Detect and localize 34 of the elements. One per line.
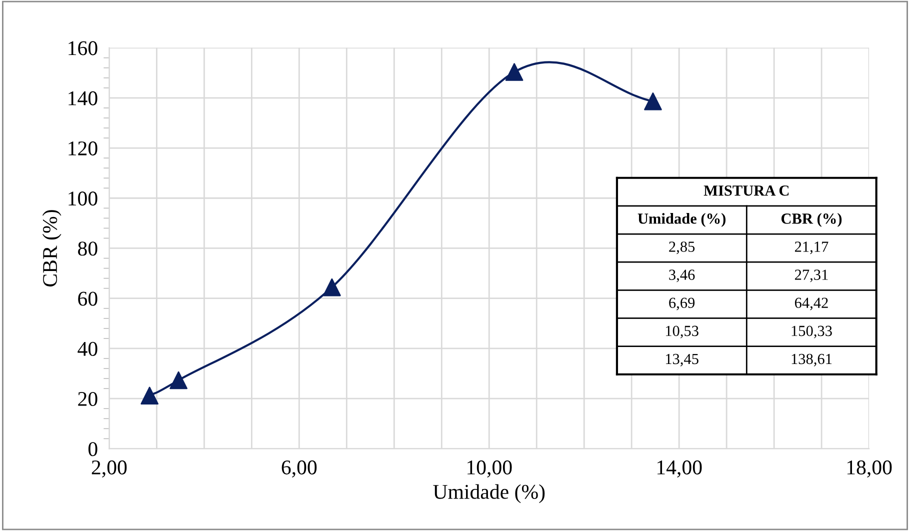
annotation: 150,33 xyxy=(792,326,832,338)
x-tick-label: 6,00 xyxy=(282,460,317,478)
point xyxy=(140,386,158,405)
y-tick-label: 60 xyxy=(78,292,98,306)
annotation: 2,85 xyxy=(669,242,695,254)
annotation: 10,53 xyxy=(666,326,698,338)
y-tick-label: 0 xyxy=(88,442,98,456)
y-tick-label: 160 xyxy=(68,41,98,56)
y-tick-label: 140 xyxy=(68,91,98,106)
x-tick-label: 2,00 xyxy=(92,460,127,478)
annotation: 27,31 xyxy=(794,270,828,282)
annotation: CBR (%) xyxy=(781,213,842,227)
point xyxy=(505,63,524,81)
y-tick-label: 40 xyxy=(78,342,98,356)
annotation: 138,61 xyxy=(792,354,832,366)
annotation: 13,45 xyxy=(666,354,698,366)
annotation: 3,46 xyxy=(669,270,695,282)
x-tick-label: 14,00 xyxy=(657,460,702,478)
y-axis-title: CBR (%) xyxy=(42,210,62,286)
y-tick-label: 20 xyxy=(78,392,98,406)
text: MISTURA C xyxy=(704,185,789,196)
point xyxy=(170,371,188,390)
point xyxy=(323,278,341,296)
x-axis-title: Umidade (%) xyxy=(433,484,545,504)
point xyxy=(644,92,662,110)
annotation: 21,17 xyxy=(794,242,828,254)
annotation: 6,69 xyxy=(669,298,695,310)
y-tick-label: 100 xyxy=(68,192,98,206)
annotation: 64,42 xyxy=(794,298,828,310)
annotation: Umidade (%) xyxy=(638,213,726,227)
y-tick-label: 120 xyxy=(68,141,98,156)
y-tick-label: 80 xyxy=(78,242,98,256)
x-tick-label: 18,00 xyxy=(847,460,892,478)
x-tick-label: 10,00 xyxy=(468,460,512,478)
